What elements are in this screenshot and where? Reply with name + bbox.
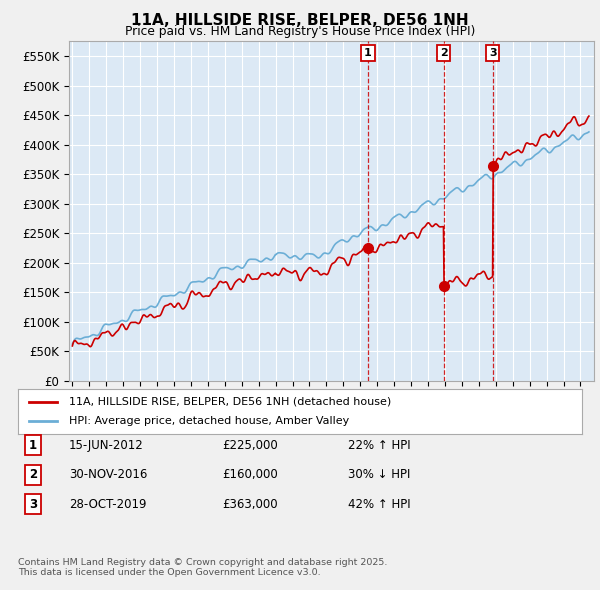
Text: 42% ↑ HPI: 42% ↑ HPI xyxy=(348,498,410,511)
Text: 22% ↑ HPI: 22% ↑ HPI xyxy=(348,439,410,452)
Text: 2: 2 xyxy=(440,48,448,58)
Text: Price paid vs. HM Land Registry's House Price Index (HPI): Price paid vs. HM Land Registry's House … xyxy=(125,25,475,38)
Text: £160,000: £160,000 xyxy=(222,468,278,481)
Text: £225,000: £225,000 xyxy=(222,439,278,452)
Text: Contains HM Land Registry data © Crown copyright and database right 2025.
This d: Contains HM Land Registry data © Crown c… xyxy=(18,558,388,577)
Text: 1: 1 xyxy=(364,48,372,58)
Text: 2: 2 xyxy=(29,468,37,481)
Text: 3: 3 xyxy=(29,498,37,511)
Text: 30-NOV-2016: 30-NOV-2016 xyxy=(69,468,148,481)
Text: 11A, HILLSIDE RISE, BELPER, DE56 1NH: 11A, HILLSIDE RISE, BELPER, DE56 1NH xyxy=(131,13,469,28)
Text: 30% ↓ HPI: 30% ↓ HPI xyxy=(348,468,410,481)
Text: 1: 1 xyxy=(29,439,37,452)
Text: 11A, HILLSIDE RISE, BELPER, DE56 1NH (detached house): 11A, HILLSIDE RISE, BELPER, DE56 1NH (de… xyxy=(69,397,391,407)
Text: 3: 3 xyxy=(489,48,497,58)
Text: 28-OCT-2019: 28-OCT-2019 xyxy=(69,498,146,511)
Text: £363,000: £363,000 xyxy=(222,498,278,511)
Text: 15-JUN-2012: 15-JUN-2012 xyxy=(69,439,144,452)
Text: HPI: Average price, detached house, Amber Valley: HPI: Average price, detached house, Ambe… xyxy=(69,417,349,426)
